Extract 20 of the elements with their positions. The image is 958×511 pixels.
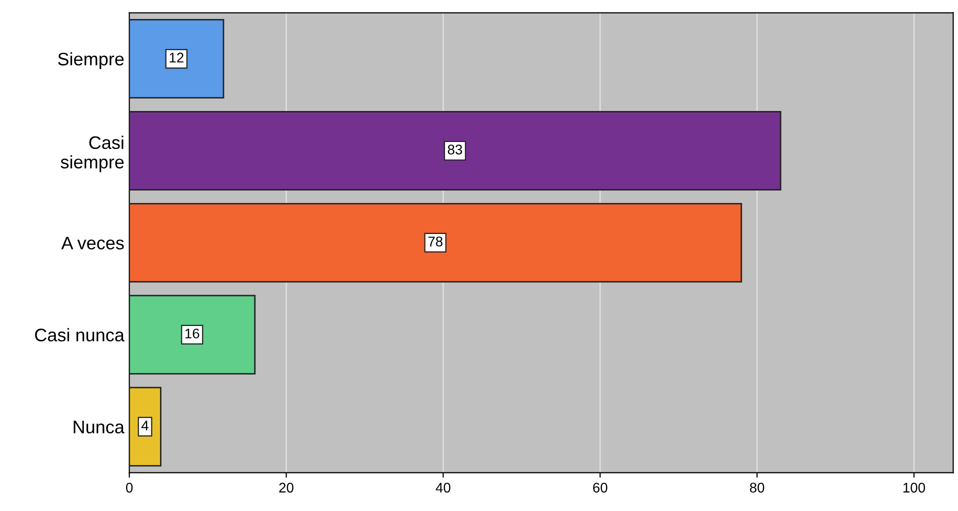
data-label: 83 (448, 144, 462, 154)
x-tick-label: 40 (436, 482, 450, 493)
x-tick-label: 20 (279, 482, 294, 493)
bar (129, 202, 742, 283)
bar (129, 110, 782, 191)
data-label: 78 (428, 236, 442, 246)
data-label: 16 (185, 328, 200, 338)
y-tick-label: Siempre (58, 52, 124, 70)
data-label: 12 (170, 52, 184, 62)
y-tick-label: Casi siempre (60, 136, 124, 172)
data-label: 4 (141, 420, 148, 430)
y-tick-label: Casi nunca (35, 328, 124, 342)
bar (129, 294, 256, 374)
x-tick-label: 0 (126, 482, 133, 493)
bar (129, 18, 224, 99)
x-tick-label: 100 (903, 482, 926, 493)
x-tick-label: 60 (593, 482, 608, 493)
x-tick-label: 80 (750, 482, 764, 493)
y-tick-label: Nunca (74, 420, 124, 434)
y-tick-label: A veces (61, 236, 124, 250)
